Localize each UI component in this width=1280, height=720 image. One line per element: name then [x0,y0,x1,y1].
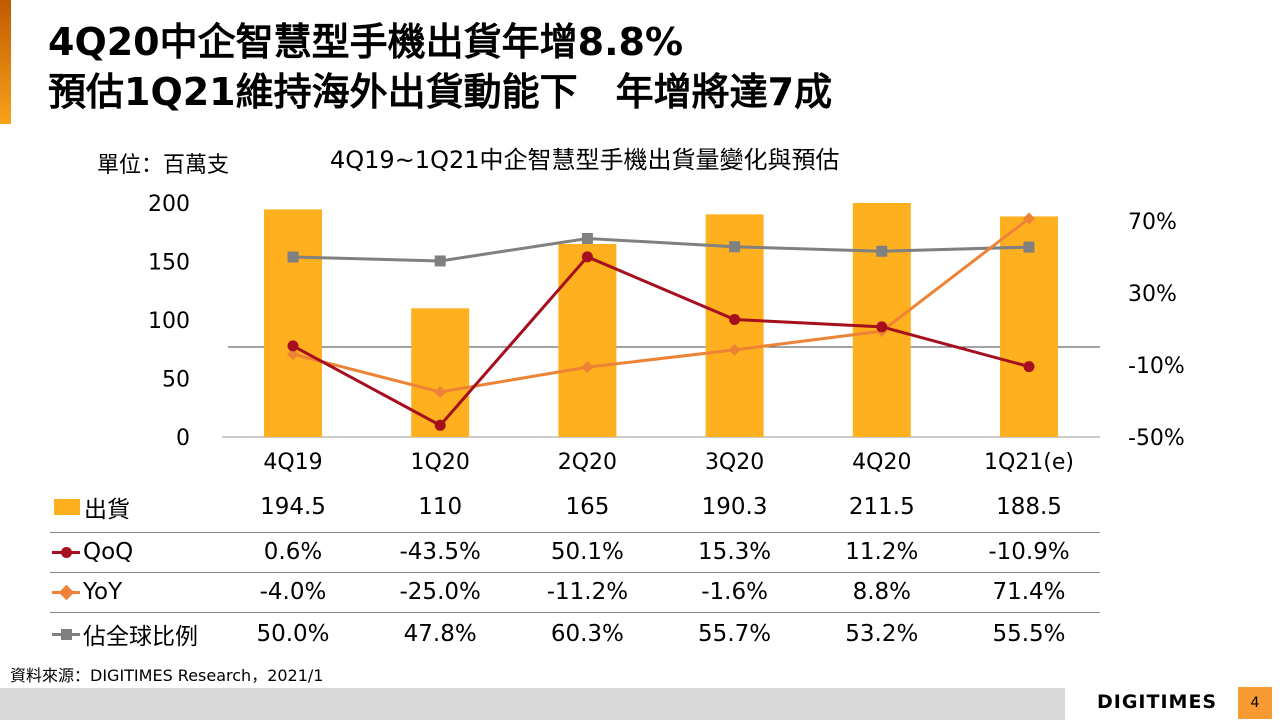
unit-label: 單位：百萬支 [97,153,230,178]
bar-2Q20 [558,243,617,437]
table-cell: 211.5 [848,494,915,520]
left-tick-label: 150 [148,251,190,276]
category-label: 4Q19 [263,450,322,475]
line-marker-icon [52,584,80,600]
table-cell: 190.3 [701,494,768,520]
left-tick-label: 50 [162,368,190,393]
page-number: 4 [1238,687,1272,719]
table-cell: 55.7% [698,621,772,647]
legend-出貨: 出貨 [50,487,130,527]
right-tick-label: -10% [1128,354,1185,379]
point-佔全球比例 [1023,241,1035,253]
table-row: 出貨 194.5 110 165 190.3 211.5 188.5 [50,487,1100,527]
point-QoQ [434,419,446,431]
point-佔全球比例 [729,241,741,253]
point-YoY [581,361,594,374]
category-label: 4Q20 [852,450,911,475]
slide-title-line2: 預估1Q21維持海外出貨動能下 年增將達7成 [48,70,833,114]
point-YoY [1023,212,1035,225]
point-佔全球比例 [287,251,299,263]
table-cell: 0.6% [263,539,323,565]
category-label: 2Q20 [558,450,617,475]
line-佔全球比例 [292,236,1030,263]
right-tick-label: 30% [1128,282,1177,307]
legend-label: QoQ [83,539,134,565]
table-cell: 194.5 [260,494,326,520]
table-cell: -11.2% [546,579,629,605]
category-label: 1Q21(e) [984,450,1074,475]
point-YoY [287,348,299,361]
table-cell: 47.8% [403,621,477,647]
point-佔全球比例 [581,232,593,244]
table-cell: 50.0% [256,621,330,647]
right-tick-label: 70% [1128,210,1177,235]
table-divider [50,612,1100,613]
point-佔全球比例 [434,255,446,267]
point-QoQ [876,321,888,333]
point-佔全球比例 [876,245,888,257]
category-label: 3Q20 [705,450,764,475]
left-tick-label: 100 [148,309,190,334]
table-cell: 60.3% [550,621,624,647]
point-QoQ [287,340,299,352]
table-cell: -43.5% [399,539,481,565]
table-row: YoY -4.0% -25.0% -11.2% -1.6% 8.8% 71.4% [50,572,1100,612]
bar-swatch-icon [54,499,80,515]
slide-title-line1: 4Q20中企智慧型手機出貨年增8.8% [48,20,684,64]
table-cell: 110 [418,494,463,520]
table-cell: 53.2% [845,621,919,647]
bar-1Q21(e) [1000,216,1058,437]
legend-QoQ: QoQ [50,532,133,572]
table-cell: 55.5% [992,621,1066,647]
table-cell: 71.4% [992,579,1066,605]
table-cell: 11.2% [845,539,919,565]
category-label: 1Q20 [411,450,470,475]
point-YoY [434,386,447,398]
table-row: 佔全球比例 50.0% 47.8% 60.3% 55.7% 53.2% 55.5% [50,614,1100,654]
table-cell: 8.8% [852,579,912,605]
digitimes-logo: DIGITIMES [1097,691,1218,713]
table-cell: -25.0% [399,579,481,605]
table-cell: -4.0% [259,579,327,605]
left-tick-label: 0 [176,426,190,451]
table-cell: 188.5 [996,494,1062,520]
point-QoQ [729,313,741,325]
legend-label: 出貨 [84,497,130,523]
table-row: QoQ 0.6% -43.5% 50.1% 15.3% 11.2% -10.9% [50,532,1100,572]
table-cell: -1.6% [701,579,768,605]
chart-title: 4Q19~1Q21中企智慧型手機出貨量變化與預估 [330,146,840,174]
table-divider [50,572,1100,573]
left-tick-label: 200 [148,192,190,217]
bar-1Q20 [411,308,470,437]
table-cell: 165 [565,494,610,520]
source-note: 資料來源：DIGITIMES Research，2021/1 [10,666,324,685]
bar-4Q19 [264,209,322,437]
table-cell: -10.9% [988,539,1070,565]
legend-YoY: YoY [50,572,122,612]
point-QoQ [581,251,593,263]
table-cell: 15.3% [698,539,772,565]
table-cell: 50.1% [550,539,624,565]
right-tick-label: -50% [1128,426,1185,451]
footer-bar [0,688,1065,720]
legend-label: 佔全球比例 [83,624,198,650]
legend-label: YoY [83,579,123,605]
bar-4Q20 [852,203,911,437]
point-QoQ [1023,361,1035,373]
accent-bar [0,0,11,124]
line-marker-icon [52,628,80,640]
point-YoY [728,343,741,356]
legend-佔全球比例: 佔全球比例 [50,614,198,654]
table-divider [50,532,1100,533]
line-QoQ [292,255,1030,428]
line-marker-icon [52,546,80,558]
line-YoY [292,217,1030,394]
